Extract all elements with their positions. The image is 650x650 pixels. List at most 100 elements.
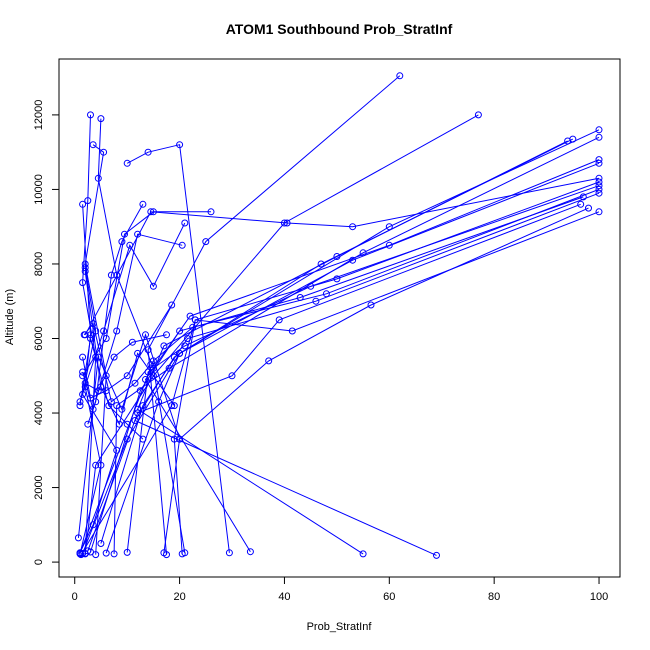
data-point (77, 551, 85, 559)
y-tick-label: 0 (33, 559, 45, 565)
series-line (84, 144, 107, 555)
data-point (144, 148, 152, 156)
series-line (77, 333, 181, 538)
data-point (79, 353, 87, 361)
data-point (170, 435, 178, 443)
series-20 (160, 204, 592, 557)
data-point (89, 141, 97, 149)
data-point (81, 379, 89, 387)
series-line (97, 118, 186, 553)
data-point (149, 282, 157, 290)
data-point (131, 379, 139, 387)
data-point (113, 327, 121, 335)
series-line (147, 75, 401, 555)
data-point (136, 387, 144, 395)
data-point (79, 279, 87, 287)
series-19 (87, 193, 587, 556)
data-point (74, 534, 82, 542)
y-tick-label: 8000 (33, 252, 45, 276)
y-tick-label: 12000 (33, 100, 45, 131)
data-point (110, 353, 118, 361)
data-point (160, 549, 168, 557)
data-point (474, 111, 482, 119)
series-layer (74, 72, 603, 559)
data-point (94, 353, 102, 361)
data-point (333, 275, 341, 283)
data-point (178, 241, 186, 249)
data-point (123, 372, 131, 380)
data-point (118, 238, 126, 246)
series-10 (110, 133, 603, 558)
data-point (76, 549, 84, 557)
data-point (579, 193, 587, 201)
data-point (84, 197, 92, 205)
data-point (147, 361, 155, 369)
data-point (81, 260, 89, 268)
series-line (144, 159, 600, 552)
data-point (139, 435, 147, 443)
series-line (113, 136, 600, 554)
plot-area-frame (58, 58, 621, 578)
data-point (178, 550, 186, 558)
data-point (176, 435, 184, 443)
data-point (595, 208, 603, 216)
data-point (186, 312, 194, 320)
series-25 (76, 219, 189, 406)
data-point (225, 549, 233, 557)
series-line (83, 322, 152, 403)
series-line (80, 211, 600, 555)
series-line (82, 233, 183, 412)
data-point (367, 301, 375, 309)
data-point (118, 405, 126, 413)
data-point (312, 297, 320, 305)
data-point (102, 549, 110, 557)
data-point (110, 550, 118, 558)
data-point (595, 174, 603, 182)
x-tick-label: 60 (383, 591, 395, 603)
x-tick-label: 20 (173, 591, 185, 603)
data-point (349, 256, 357, 264)
data-point (142, 331, 149, 339)
series-line (126, 144, 230, 553)
series-line (87, 203, 581, 552)
series-line (105, 162, 600, 554)
data-point (595, 185, 603, 193)
data-point (176, 327, 184, 335)
data-point (160, 342, 168, 350)
data-point (123, 420, 131, 428)
data-point (385, 241, 393, 249)
data-point (595, 126, 603, 134)
series-line (84, 271, 175, 426)
data-point (595, 182, 603, 190)
data-point (170, 402, 178, 410)
data-point (107, 271, 115, 279)
data-point (176, 141, 184, 149)
data-point (128, 338, 136, 346)
series-18 (97, 189, 603, 547)
series-7 (144, 72, 404, 559)
series-line (134, 138, 574, 556)
data-point (168, 301, 176, 309)
data-point (80, 331, 88, 339)
x-axis: 0 20 40 60 80 100 (72, 576, 608, 603)
data-point (170, 353, 178, 361)
data-point (288, 327, 296, 335)
data-point (228, 372, 236, 380)
data-point (265, 357, 273, 365)
series-22 (84, 200, 585, 555)
data-point (87, 111, 94, 119)
data-point (595, 159, 603, 167)
data-point (296, 294, 304, 301)
series-line (163, 207, 589, 553)
data-point (333, 253, 341, 260)
series-line (90, 196, 584, 553)
y-axis: 0 2000 4000 6000 8000 10000 12000 (33, 100, 60, 565)
x-axis-label: Prob_StratInf (307, 621, 373, 633)
data-point (100, 148, 108, 156)
series-33 (74, 331, 184, 542)
data-point (396, 72, 404, 80)
data-point (181, 219, 189, 227)
data-point (94, 174, 102, 182)
y-tick-label: 6000 (33, 326, 45, 350)
data-point (595, 133, 603, 141)
